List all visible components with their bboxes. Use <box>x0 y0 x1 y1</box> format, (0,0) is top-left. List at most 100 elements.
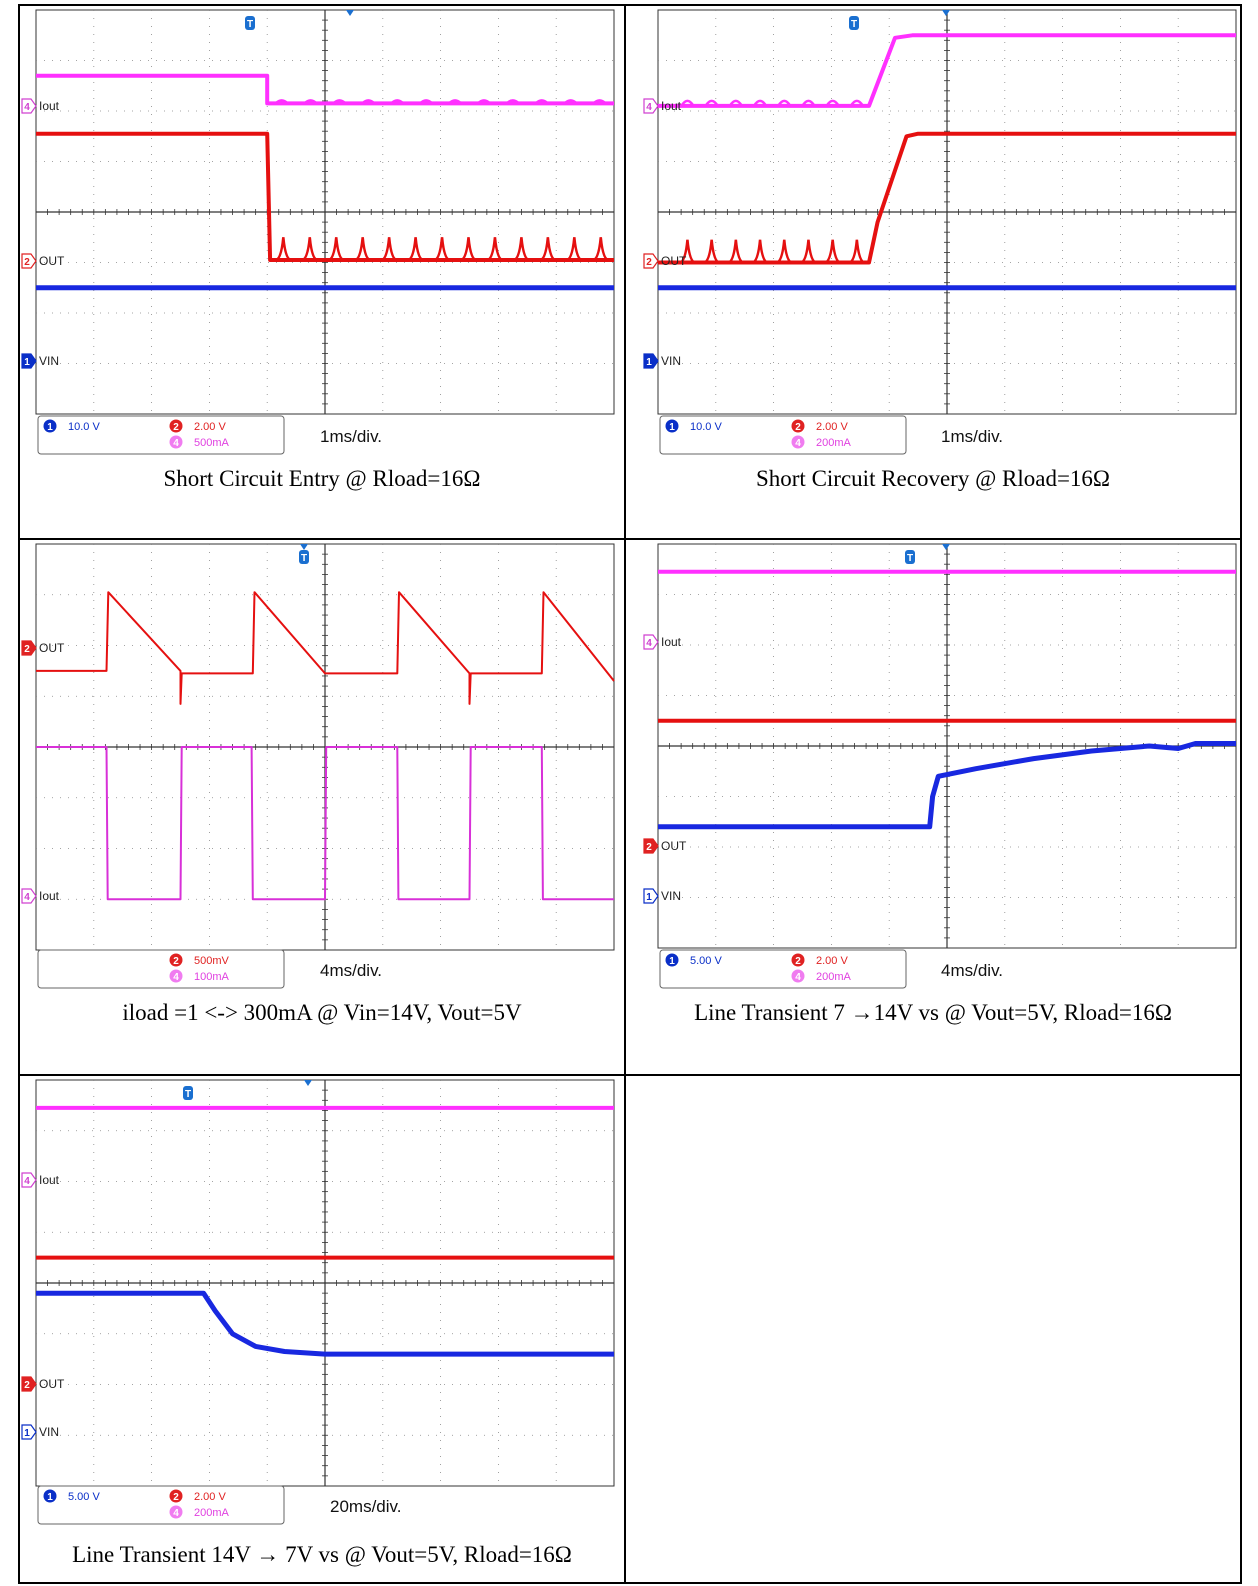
channel-marker-4: 4 Iout <box>21 888 60 904</box>
trace-ripple <box>460 237 477 262</box>
trace-ripple <box>477 99 491 105</box>
channel-1-badge-number: 1 <box>47 1492 53 1503</box>
channel-marker-label: OUT <box>39 1377 65 1391</box>
trigger-icon-glyph: T <box>907 553 913 564</box>
trace-ripple <box>328 237 344 262</box>
caption-1: Short Circuit Entry @ Rload=16Ω <box>163 466 481 491</box>
trigger-position-marker <box>300 544 308 550</box>
trace-ripple <box>355 237 371 262</box>
channel-marker-arrow <box>21 353 37 369</box>
channel-marker-arrow <box>21 98 37 114</box>
trigger-icon-body <box>905 550 915 564</box>
trace-ripple <box>849 99 864 107</box>
channel-2-badge <box>791 953 805 967</box>
channel-2-badge <box>169 419 183 433</box>
channel-marker-number: 1 <box>646 357 652 368</box>
channel-4-badge-number: 4 <box>173 972 179 983</box>
trace-ripple <box>728 99 743 107</box>
trace-ripple <box>419 99 434 105</box>
channel-settings-box: 1 5.00 V 2 2.00 V 4 200mA <box>659 949 907 989</box>
channel-1-badge <box>43 1489 57 1503</box>
trace-ripple <box>825 99 840 107</box>
channel-settings-box: 1 5.00 V 2 2.00 V 4 200mA <box>37 1485 285 1525</box>
channel-marker-arrow <box>643 838 659 854</box>
trigger-icon: T <box>183 1086 193 1100</box>
settings-frame <box>37 415 285 455</box>
trace-ripple <box>534 99 549 105</box>
channel-1-badge <box>43 419 57 433</box>
channel-marker-2: 2 OUT <box>21 253 65 269</box>
channel-settings-box: 1 10.0 V 2 2.00 V 4 200mA <box>659 415 907 455</box>
timebase-label: 1ms/div. <box>941 427 1003 446</box>
trace-3 <box>36 1290 614 1357</box>
trace-1 <box>36 591 615 705</box>
channel-marker-1: 1 VIN <box>643 353 681 369</box>
channel-marker-label: Iout <box>39 99 60 113</box>
channel-1-badge <box>665 953 679 967</box>
channel-marker-arrow <box>21 888 37 904</box>
scope-panel-1: T 4 Iout 2 OUT 1 VIN 1 10.0 V 2 2.00 V 4 500mA 1ms/di… <box>18 4 626 540</box>
channel-2-scale: 2.00 V <box>816 955 848 967</box>
channel-1-scale: 5.00 V <box>68 1491 100 1503</box>
channel-2-badge-number: 2 <box>795 422 801 433</box>
channel-2-badge-number: 2 <box>173 1492 179 1503</box>
channel-marker-label: VIN <box>661 354 681 368</box>
channel-marker-number: 2 <box>24 1380 30 1391</box>
caption-2: Short Circuit Recovery @ Rload=16Ω <box>755 466 1111 491</box>
trigger-position-marker <box>304 1080 312 1086</box>
channel-2-badge-number: 2 <box>173 956 179 967</box>
channel-2-badge <box>791 419 805 433</box>
scope-screen-3: T 2 OUT 4 Iout 2 500mV 4 100mA 4ms/div. <box>21 543 615 989</box>
trace-2 <box>36 746 614 901</box>
channel-marker-label: OUT <box>661 839 687 853</box>
channel-4-scale: 500mA <box>194 437 230 449</box>
trace-ripple <box>593 237 609 262</box>
trace-ripple <box>563 99 578 105</box>
scope-screen-2: T 4 Iout 2 OUT 1 VIN 1 10.0 V 2 2.00 V 4 200mA 1ms/di… <box>643 9 1237 455</box>
trace-ripple <box>680 99 695 107</box>
trigger-icon-glyph: T <box>851 19 857 30</box>
channel-marker-arrow <box>643 634 659 650</box>
trace-ripple <box>361 99 376 105</box>
channel-4-badge-number: 4 <box>173 438 179 449</box>
trace-2 <box>36 131 614 262</box>
settings-frame <box>659 415 907 455</box>
scope-panel-3: T 2 OUT 4 Iout 2 500mV 4 100mA 4ms/div. iload =1 … <box>18 538 626 1076</box>
trigger-icon-glyph: T <box>247 19 253 30</box>
channel-2-scale: 500mV <box>194 955 230 967</box>
trace-ripple <box>275 237 291 262</box>
channel-4-badge-number: 4 <box>795 972 801 983</box>
timebase-label: 1ms/div. <box>320 427 382 446</box>
channel-4-badge <box>169 435 183 449</box>
channel-marker-number: 4 <box>646 638 652 649</box>
timebase-label: 4ms/div. <box>320 961 382 980</box>
trigger-icon: T <box>245 16 255 30</box>
channel-4-scale: 200mA <box>194 1507 230 1519</box>
channel-marker-arrow <box>21 640 37 656</box>
trigger-position-marker <box>942 544 950 550</box>
channel-marker-number: 2 <box>24 257 30 268</box>
settings-frame <box>37 949 285 989</box>
trace-ripple <box>434 237 450 262</box>
channel-marker-number: 2 <box>646 257 652 268</box>
channel-2-scale: 2.00 V <box>816 421 848 433</box>
channel-marker-1: 1 VIN <box>21 1424 59 1440</box>
channel-marker-arrow <box>21 1376 37 1392</box>
trace-ripple <box>728 239 744 264</box>
caption-5: Line Transient 14V → 7V vs @ Vout=5V, Rl… <box>72 1542 572 1567</box>
timebase-label: 4ms/div. <box>941 961 1003 980</box>
caption-3: iload =1 <-> 300mA @ Vin=14V, Vout=5V <box>122 1000 522 1025</box>
trace-ripple <box>801 99 816 107</box>
channel-marker-arrow <box>643 253 659 269</box>
trace-ripple <box>448 99 462 105</box>
trace-ripple <box>752 99 768 107</box>
trace-ripple <box>274 99 289 105</box>
channel-marker-label: VIN <box>39 354 59 368</box>
channel-marker-number: 1 <box>646 892 652 903</box>
channel-1-scale: 5.00 V <box>690 955 722 967</box>
trace-ripple <box>824 239 841 264</box>
scope-screen-1: T 4 Iout 2 OUT 1 VIN 1 10.0 V 2 2.00 V 4 500mA 1ms/di… <box>21 9 615 455</box>
trigger-icon: T <box>849 16 859 30</box>
trigger-icon-body <box>299 550 309 564</box>
channel-2-badge-number: 2 <box>795 956 801 967</box>
